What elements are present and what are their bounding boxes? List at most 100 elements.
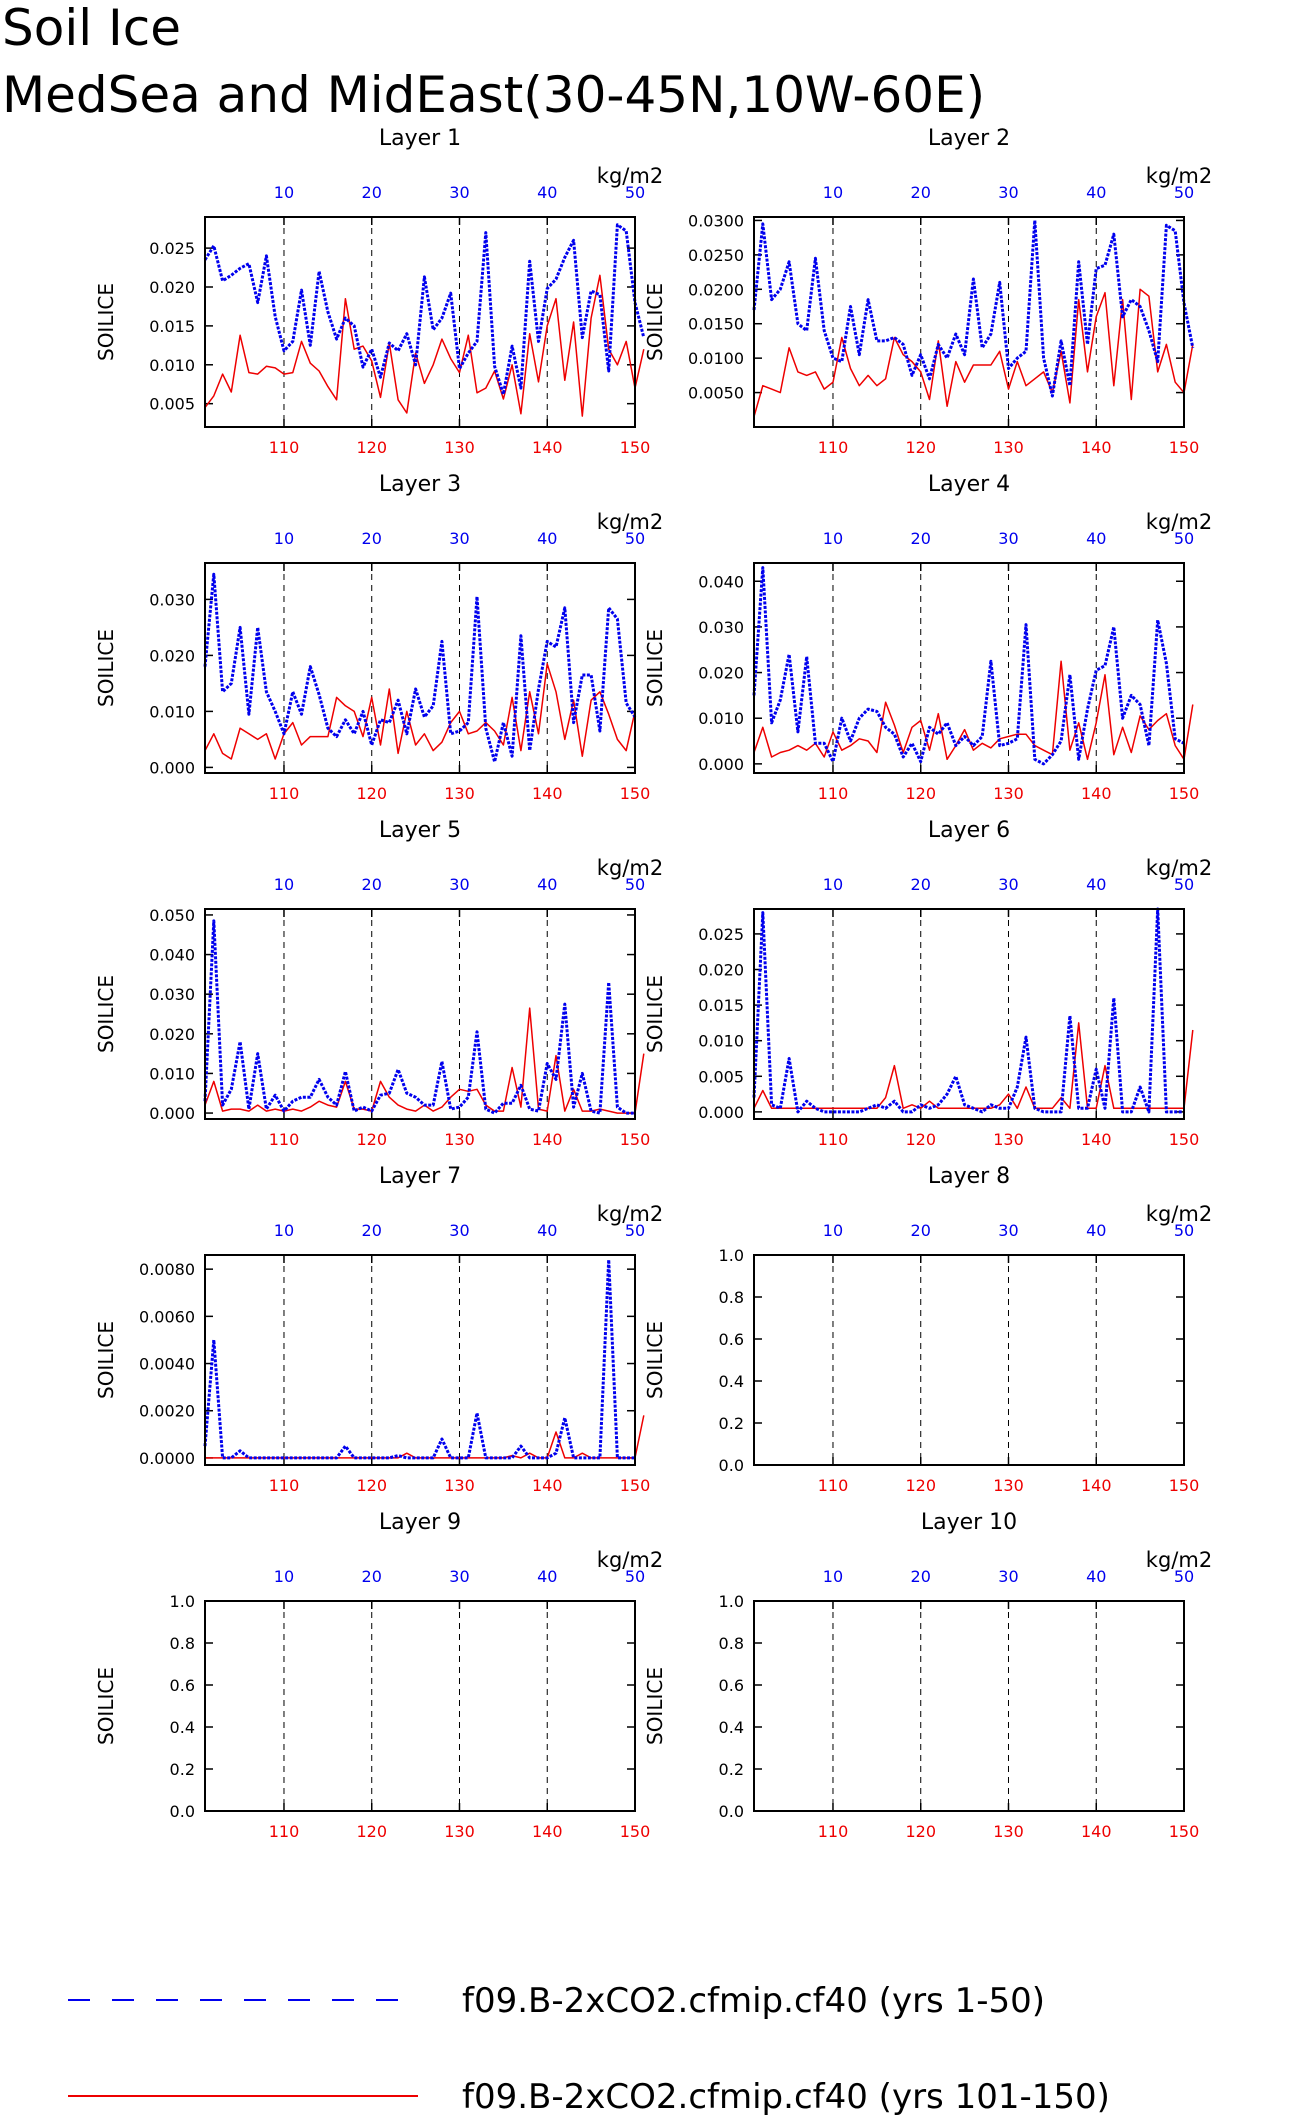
chart-panel-layer-8: Layer 8 kg/m2 SOILICE 110 120 130 140 150 10 20 30… [643,1164,1212,1495]
layer-6-series-yrs-1-50-line [752,907,1184,1114]
layer-9-x-tick-label-150: 150 [620,1822,651,1841]
layer-8-y-tick-label-5: 0.8 [719,1288,744,1307]
layer-3-top-tick-label-40: 40 [537,529,557,548]
layer-4-y-tick-label-5: 0.040 [698,572,744,591]
layer-3-series-yrs-101-150-line [204,663,636,760]
layer-7-y-tick-label-1: 0.0000 [139,1449,195,1468]
layer-6-x-tick-label-140: 140 [1081,1130,1112,1149]
layer-9-y-tick-label-5: 0.8 [170,1634,195,1653]
layer-4-top-tick-label-20: 20 [911,529,931,548]
layer-2-series-yrs-101-150-line [753,288,1194,417]
layer-4-top-tick-label-30: 30 [998,529,1018,548]
layer-5-top-tick-label-20: 20 [362,875,382,894]
layer-3-unit-label: kg/m2 [597,510,663,534]
layer-4-y-tick-label-3: 0.020 [698,664,744,683]
layer-7-top-tick-label-50: 50 [625,1221,645,1240]
layer-10-top-tick-label-50: 50 [1174,1567,1194,1586]
layer-1-x-tick-label-140: 140 [532,438,563,457]
layer-4-top-tick-label-40: 40 [1086,529,1106,548]
chart-panel-layer-9: Layer 9 kg/m2 SOILICE 110 120 130 140 150 10 20 30… [94,1510,663,1841]
layer-9-top-tick-label-50: 50 [625,1567,645,1586]
layer-5-series-yrs-101-150-line [204,1007,645,1114]
layer-5-x-tick-label-110: 110 [269,1130,300,1149]
layer-10-x-tick-label-120: 120 [905,1822,936,1841]
layer-6-unit-label: kg/m2 [1146,856,1212,880]
layer-7-top-tick-label-20: 20 [362,1221,382,1240]
chart-panel-layer-4: Layer 4 kg/m2 SOILICE 110 120 130 140 150 10 20 30… [643,472,1212,803]
layer-5-top-tick-label-50: 50 [625,875,645,894]
layer-1-x-tick-label-120: 120 [356,438,387,457]
layer-8-y-tick-label-6: 1.0 [719,1246,744,1265]
layer-8-top-tick-label-10: 10 [823,1221,843,1240]
layer-5-x-tick-label-120: 120 [356,1130,387,1149]
layer-8-y-tick-label-2: 0.2 [719,1414,744,1433]
layer-2-y-tick-label-3: 0.0150 [688,315,744,334]
layer-9-x-tick-label-120: 120 [356,1822,387,1841]
chart-panel-layer-1: Layer 1 kg/m2 SOILICE 110 120 130 140 150 10 20 30… [94,126,663,457]
layer-4-plot-frame [753,562,1185,774]
layer-3-x-tick-label-150: 150 [620,784,651,803]
layer-8-y-tick-label-3: 0.4 [719,1372,744,1391]
layer-7-plot-frame [204,1254,636,1466]
layer-1-series-yrs-101-150-line [204,274,645,417]
layer-6-top-tick-label-40: 40 [1086,875,1106,894]
layer-6-series-yrs-101-150-line [753,1022,1194,1110]
layer-6-y-tick-label-3: 0.010 [698,1032,744,1051]
layer-1-top-tick-label-10: 10 [274,183,294,202]
layer-6-top-tick-label-10: 10 [823,875,843,894]
layer-1-top-tick-label-20: 20 [362,183,382,202]
layer-9-top-tick-label-20: 20 [362,1567,382,1586]
layer-9-y-tick-label-1: 0.0 [170,1802,195,1821]
layer-8-x-tick-label-120: 120 [905,1476,936,1495]
layer-2-top-tick-label-40: 40 [1086,183,1106,202]
layer-1-top-tick-label-40: 40 [537,183,557,202]
layer-5-y-tick-label-6: 0.050 [149,906,195,925]
layer-9-y-tick-label-6: 1.0 [170,1592,195,1611]
layer-2-top-tick-label-50: 50 [1174,183,1194,202]
layer-3-x-tick-label-130: 130 [444,784,475,803]
layer-8-panel-title: Layer 8 [928,1164,1010,1189]
layer-2-y-tick-label-1: 0.0050 [688,384,744,403]
layer-3-x-tick-label-110: 110 [269,784,300,803]
chart-panel-layer-2: Layer 2 kg/m2 SOILICE 110 120 130 140 150 10 20 30… [643,126,1212,457]
layer-6-y-tick-label-6: 0.025 [698,925,744,944]
layer-10-y-tick-label-5: 0.8 [719,1634,744,1653]
layer-7-series-yrs-1-50-line [203,1258,635,1460]
layer-7-x-tick-label-140: 140 [532,1476,563,1495]
layer-6-y-tick-label-1: 0.000 [698,1103,744,1122]
layer-2-y-tick-label-2: 0.0100 [688,349,744,368]
layer-10-plot-frame [753,1600,1185,1812]
layer-3-top-tick-label-20: 20 [362,529,382,548]
layer-1-y-tick-label-4: 0.020 [149,278,195,297]
layer-6-y-tick-label-5: 0.020 [698,961,744,980]
layer-9-x-tick-label-130: 130 [444,1822,475,1841]
legend-label-yrs-1-50: f09.B-2xCO2.cfmip.cf40 (yrs 1-50) [462,1981,1045,2021]
layer-10-y-tick-label-1: 0.0 [719,1802,744,1821]
layer-3-y-tick-label-3: 0.020 [149,646,195,665]
layer-7-x-tick-label-150: 150 [620,1476,651,1495]
layer-3-top-tick-label-50: 50 [625,529,645,548]
layer-9-top-tick-label-30: 30 [449,1567,469,1586]
layer-3-y-tick-label-4: 0.030 [149,590,195,609]
layer-5-y-axis-label: SOILICE [94,975,118,1053]
layer-7-series-yrs-101-150-line [205,1415,645,1459]
layer-1-y-axis-label: SOILICE [94,283,118,361]
chart-panel-layer-5: Layer 5 kg/m2 SOILICE 110 120 130 140 150 10 20 30… [94,818,663,1149]
layer-1-x-tick-label-110: 110 [269,438,300,457]
chart-panel-layer-6: Layer 6 kg/m2 SOILICE 110 120 130 140 150 10 20 30… [643,818,1212,1149]
layer-2-x-tick-label-150: 150 [1169,438,1200,457]
layer-10-y-tick-label-6: 1.0 [719,1592,744,1611]
layer-2-x-tick-label-140: 140 [1081,438,1112,457]
layer-5-x-tick-label-140: 140 [532,1130,563,1149]
layer-2-y-tick-label-6: 0.0300 [688,211,744,230]
layer-9-top-tick-label-40: 40 [537,1567,557,1586]
layer-4-top-tick-label-10: 10 [823,529,843,548]
layer-10-top-tick-label-40: 40 [1086,1567,1106,1586]
layer-7-y-axis-label: SOILICE [94,1321,118,1399]
layer-9-panel-title: Layer 9 [379,1510,461,1535]
layer-8-y-tick-label-1: 0.0 [719,1456,744,1475]
layer-2-top-tick-label-30: 30 [998,183,1018,202]
layer-3-plot-frame [204,562,636,774]
layer-2-top-tick-label-10: 10 [823,183,843,202]
layer-4-y-tick-label-4: 0.030 [698,618,744,637]
